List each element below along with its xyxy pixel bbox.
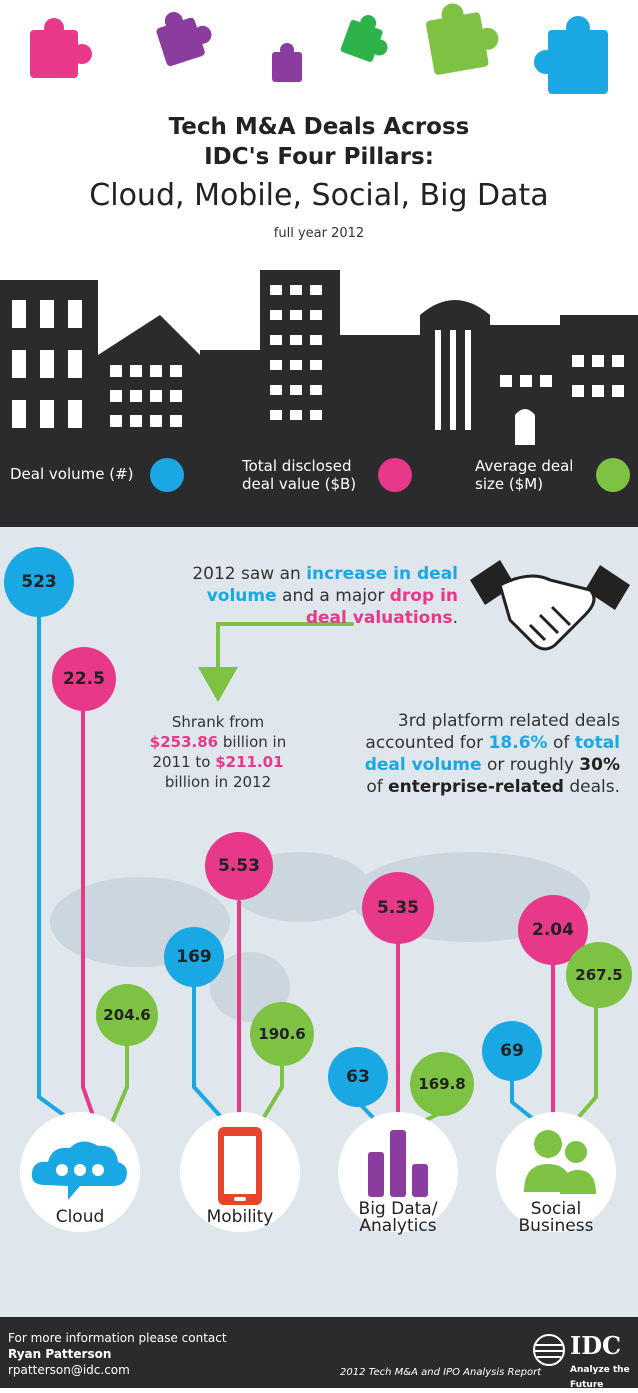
platform-deal-volume: deal volume (364, 755, 482, 775)
callout-valuations: deal valuations (305, 608, 453, 628)
social-size-circle: 267.5 (566, 942, 632, 1008)
idc-tagline: Analyze the Future (570, 1365, 630, 1390)
platform-enterprise: enterprise-related (388, 777, 564, 797)
bigdata-pillar: Big Data/ Analytics (338, 1112, 458, 1236)
bigdata-size-circle: 169.8 (410, 1052, 474, 1116)
puzzle-icon (156, 11, 212, 67)
shrank-to-value: $211.01 (215, 753, 284, 771)
title-line-1: Tech M&A Deals Across (168, 114, 470, 140)
legend-size-dot (596, 458, 630, 492)
puzzle-icon (340, 15, 388, 62)
mobility-pillar: Mobility (180, 1112, 300, 1232)
puzzle-pieces-decoration (30, 3, 608, 94)
cloud-icon (31, 1141, 127, 1200)
platform-total: total (574, 733, 620, 753)
shrank-line: billion in (218, 733, 287, 751)
idc-globe-icon (533, 1334, 565, 1366)
header (0, 0, 638, 270)
platform-line: of (366, 777, 389, 797)
title-line-3: Cloud, Mobile, Social, Big Data (89, 178, 549, 213)
footer-report: 2012 Tech M&A and IPO Analysis Report (340, 1367, 542, 1378)
legend-value-label-2: deal value ($B) (242, 475, 357, 493)
callout-increase: increase in deal (306, 564, 458, 584)
legend-bar: Deal volume (#) Total disclosed deal val… (0, 445, 638, 527)
callout-volume: volume (206, 586, 277, 606)
subtitle: full year 2012 (273, 226, 365, 241)
cloud-volume-circle: 523 (4, 547, 74, 617)
callout-part: 2012 saw an (192, 564, 307, 584)
main-panel: 523 22.5 204.6 169 5.53 190.6 63 5.35 16… (0, 527, 638, 1317)
callout-drop: drop in (389, 586, 458, 606)
bigdata-label-2: Analytics (359, 1216, 437, 1236)
cloud-label: Cloud (55, 1207, 105, 1227)
cloud-value-circle: 22.5 (52, 647, 116, 711)
legend-size-label-1: Average deal (475, 457, 574, 475)
puzzle-icon (30, 18, 92, 78)
legend-size-label-2: size ($M) (475, 475, 544, 493)
legend-volume-label: Deal volume (#) (10, 465, 134, 483)
legend-volume-dot (150, 458, 184, 492)
platform-pct2: 30% (579, 755, 620, 775)
puzzle-icon (272, 43, 302, 82)
social-label-2: Business (518, 1216, 594, 1236)
shrank-line: billion in 2012 (164, 773, 272, 791)
cloud-pillar: Cloud (20, 1112, 140, 1232)
bar-chart-icon (368, 1130, 428, 1197)
handshake-icon (470, 560, 630, 651)
cloud-size-circle: 204.6 (96, 984, 158, 1046)
callout-period: . (452, 608, 458, 628)
mobile-phone-icon (218, 1127, 262, 1205)
footer-contact-line: For more information please contact (8, 1331, 227, 1345)
bigdata-label-1: Big Data/ (358, 1199, 438, 1219)
legend-value-label-1: Total disclosed (242, 457, 352, 475)
mobility-volume-circle: 169 (164, 927, 224, 987)
social-people-icon (524, 1130, 596, 1194)
down-arrow-icon (198, 667, 238, 702)
mobility-size-circle: 190.6 (250, 1002, 314, 1066)
bigdata-volume-circle: 63 (328, 1047, 388, 1107)
social-label-1: Social (530, 1199, 582, 1219)
platform-pct: 18.6% (488, 733, 548, 753)
mobility-label: Mobility (206, 1207, 274, 1227)
shrank-from-value: $253.86 (149, 733, 219, 751)
footer-email[interactable]: rpatterson@idc.com (8, 1363, 130, 1377)
callout-text: 2012 saw an increase in deal volume and … (140, 563, 458, 629)
idc-logo: IDC (570, 1331, 622, 1360)
footer-name: Ryan Patterson (8, 1347, 112, 1361)
bigdata-value-circle: 5.35 (362, 872, 434, 944)
platform-line: accounted for (365, 733, 489, 753)
shrank-line: Shrank from (171, 713, 265, 731)
platform-line: deals. (563, 777, 620, 797)
puzzle-icon (426, 3, 499, 75)
shrank-text: Shrank from $253.86 billion in 2011 to $… (138, 712, 298, 792)
platform-line: of (547, 733, 575, 753)
puzzle-icon (534, 16, 608, 94)
title-line-2: IDC's Four Pillars: (204, 144, 434, 170)
footer: For more information please contact Ryan… (0, 1317, 638, 1390)
platform-line: 3rd platform related deals (397, 711, 620, 731)
platform-line: or roughly (481, 755, 580, 775)
legend-value-dot (378, 458, 412, 492)
callout-part: and a major (276, 586, 390, 606)
social-pillar: Social Business (496, 1112, 616, 1236)
social-volume-circle: 69 (482, 1021, 542, 1081)
shrank-line: 2011 to (152, 753, 216, 771)
city-skyline-illustration (0, 270, 638, 445)
platform-text: 3rd platform related deals accounted for… (318, 710, 620, 798)
mobility-value-circle: 5.53 (205, 832, 273, 900)
